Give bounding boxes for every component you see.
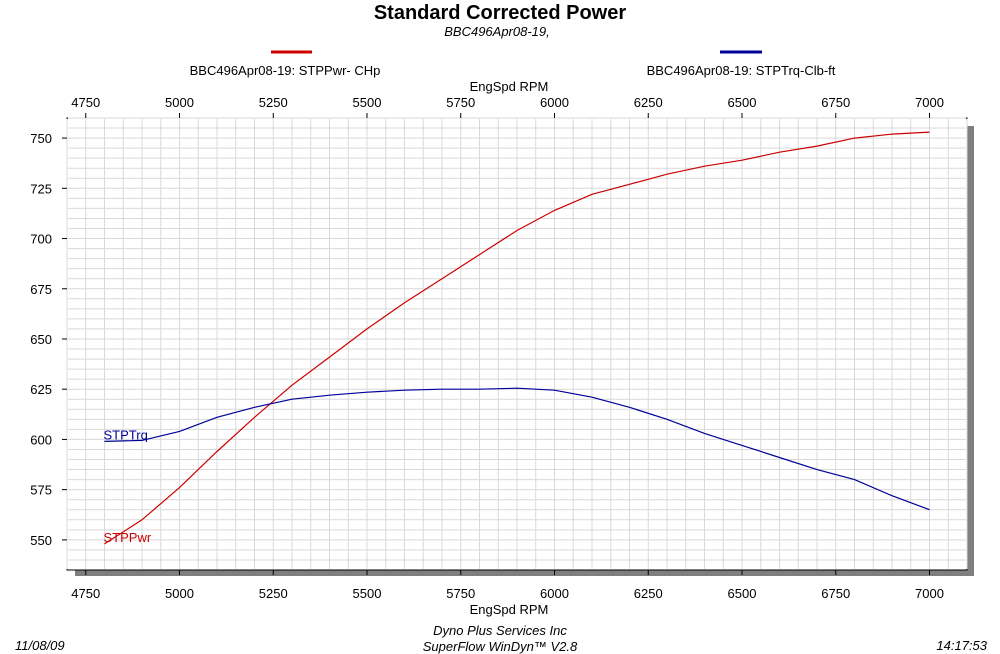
y-tick-label: 600 [30,432,52,447]
chart-title: Standard Corrected Power [374,2,627,24]
x-tick-label-bottom: 6500 [728,586,757,601]
legend: BBC496Apr08-19: STPPwr- CHp BBC496Apr08-… [190,50,836,78]
footer-software: SuperFlow WinDyn™ V2.8 [423,639,578,654]
y-tick-label: 700 [30,232,52,247]
frame-shadow-right [967,126,974,576]
legend-label-torque: BBC496Apr08-19: STPTrq-Clb-ft [647,63,836,78]
x-tick-label-bottom: 5000 [165,586,194,601]
x-tick-label-top: 6500 [728,95,757,110]
x-tick-label-top: 5750 [446,95,475,110]
x-axis-title-top: EngSpd RPM [470,79,549,94]
x-tick-label-bottom: 5750 [446,586,475,601]
y-tick-label: 575 [30,483,52,498]
x-tick-label-top: 5500 [353,95,382,110]
series-labels: STPPwr STPTrq [104,427,152,544]
x-tick-label-top: 5000 [165,95,194,110]
frame-shadow-bottom [75,570,974,576]
series-lines [104,131,930,545]
chart-subtitle: BBC496Apr08-19, [444,24,550,39]
series-label-torque: STPTrq [104,427,148,442]
x-tick-label-top: 7000 [915,95,944,110]
footer-company: Dyno Plus Services Inc [433,623,567,638]
footer-time: 14:17:53 [936,638,987,653]
x-tick-label-bottom: 7000 [915,586,944,601]
grid [66,117,968,569]
series-line-torque [104,387,930,511]
y-tick-label: 650 [30,332,52,347]
x-tick-label-bottom: 6750 [821,586,850,601]
x-tick-label-bottom: 6000 [540,586,569,601]
x-tick-label-bottom: 5250 [259,586,288,601]
axis-ticks: 4750 4750 5000 5000 5250 5250 5500 5500 5750 5750… [30,95,944,601]
series-label-power: STPPwr [104,530,152,545]
x-tick-label-bottom: 4750 [71,586,100,601]
x-tick-label-top: 6250 [634,95,663,110]
legend-label-power: BBC496Apr08-19: STPPwr- CHp [190,63,381,78]
footer-date: 11/08/09 [15,638,65,653]
y-tick-label: 750 [30,131,52,146]
series-line-power [104,131,930,545]
x-tick-label-bottom: 6250 [634,586,663,601]
x-tick-label-top: 4750 [71,95,100,110]
y-tick-label: 550 [30,533,52,548]
x-tick-label-top: 6000 [540,95,569,110]
y-tick-label: 625 [30,382,52,397]
y-tick-label: 725 [30,181,52,196]
x-tick-label-top: 5250 [259,95,288,110]
x-axis-title-bottom: EngSpd RPM [470,602,549,617]
x-tick-label-bottom: 5500 [353,586,382,601]
x-tick-label-top: 6750 [821,95,850,110]
y-tick-label: 675 [30,282,52,297]
